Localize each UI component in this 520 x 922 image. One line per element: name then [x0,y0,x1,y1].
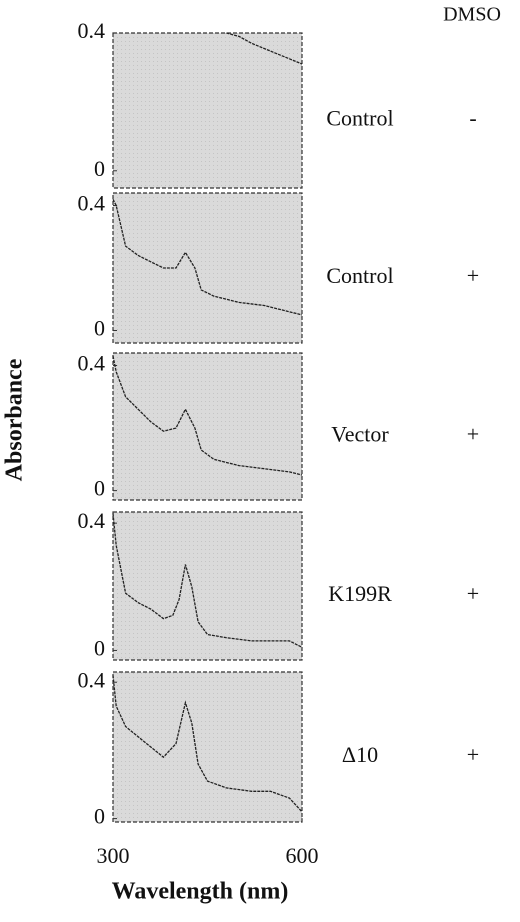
dmso-sign: - [469,106,476,131]
spectrum-line [112,199,303,316]
y-tick-label: 0.4 [78,191,106,216]
sample-label: Vector [331,422,389,447]
sample-label: Control [326,106,393,131]
sample-label: Control [326,263,393,288]
y-tick-label: 0 [94,156,105,181]
y-tick-label: 0.4 [78,508,106,533]
dmso-sign: + [467,263,479,288]
x-tick-label: 300 [97,843,130,868]
spectrum-line [112,675,303,813]
sample-label: Δ10 [342,742,378,767]
y-tick-label: 0 [94,635,105,660]
y-tick-label: 0 [94,804,105,829]
y-tick-label: 0 [94,476,105,501]
y-tick-label: 0.4 [78,351,106,376]
panel [112,671,303,823]
panel [112,352,303,501]
y-tick-label: 0.4 [78,18,106,43]
panel [112,192,303,344]
spectrum-line [112,355,303,476]
column-header: DMSO [443,4,501,26]
y-tick-label: 0 [94,316,105,341]
spectrum-line [112,513,303,648]
x-axis-label: Wavelength (nm) [112,879,289,905]
dmso-sign: + [467,742,479,767]
dmso-sign: + [467,581,479,606]
y-axis-label: Absorbance [2,358,28,481]
dmso-sign: + [467,422,479,447]
panel [112,511,303,661]
spectrum-line [226,32,303,65]
sample-label: K199R [328,581,392,606]
y-tick-label: 0.4 [78,667,106,692]
x-tick-label: 600 [286,843,319,868]
panel [112,32,303,189]
